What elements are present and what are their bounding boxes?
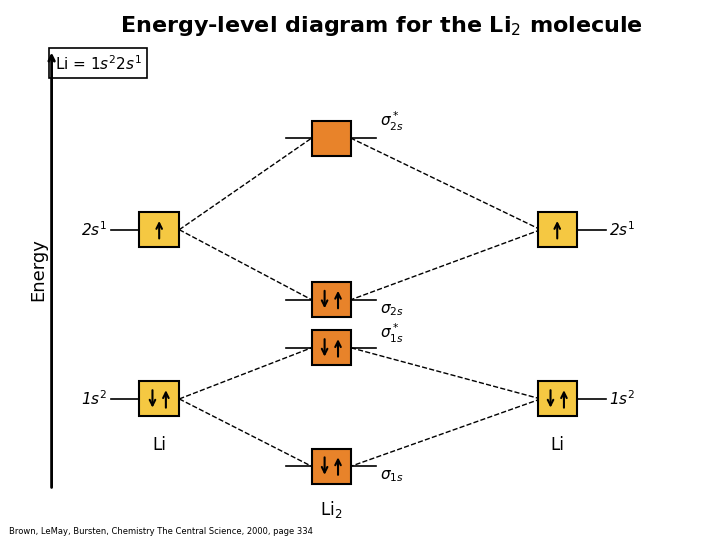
Text: $\sigma_{2s}$: $\sigma_{2s}$ bbox=[379, 302, 403, 318]
Text: Li: Li bbox=[152, 436, 166, 454]
FancyBboxPatch shape bbox=[312, 282, 351, 317]
FancyBboxPatch shape bbox=[140, 381, 179, 416]
FancyBboxPatch shape bbox=[312, 449, 351, 483]
Text: 1$s^2$: 1$s^2$ bbox=[81, 389, 107, 408]
Text: Energy: Energy bbox=[30, 239, 48, 301]
FancyBboxPatch shape bbox=[140, 212, 179, 247]
Text: 1$s^2$: 1$s^2$ bbox=[609, 389, 635, 408]
Text: $\sigma_{1s}$: $\sigma_{1s}$ bbox=[379, 469, 403, 484]
Text: Li = 1$s^2$2$s^1$: Li = 1$s^2$2$s^1$ bbox=[55, 54, 142, 72]
FancyBboxPatch shape bbox=[538, 381, 577, 416]
FancyBboxPatch shape bbox=[312, 121, 351, 156]
Text: Li: Li bbox=[550, 436, 564, 454]
Text: $\sigma^*_{2s}$: $\sigma^*_{2s}$ bbox=[379, 110, 403, 133]
Text: $\sigma^*_{1s}$: $\sigma^*_{1s}$ bbox=[379, 322, 403, 345]
FancyBboxPatch shape bbox=[538, 212, 577, 247]
Text: 2$s^1$: 2$s^1$ bbox=[609, 220, 635, 239]
Text: Li$_2$: Li$_2$ bbox=[320, 498, 343, 519]
Text: Energy-level diagram for the Li$_2$ molecule: Energy-level diagram for the Li$_2$ mole… bbox=[120, 14, 643, 38]
FancyBboxPatch shape bbox=[312, 330, 351, 366]
Text: Brown, LeMay, Bursten, Chemistry The Central Science, 2000, page 334: Brown, LeMay, Bursten, Chemistry The Cen… bbox=[9, 527, 312, 536]
Text: 2$s^1$: 2$s^1$ bbox=[81, 220, 107, 239]
